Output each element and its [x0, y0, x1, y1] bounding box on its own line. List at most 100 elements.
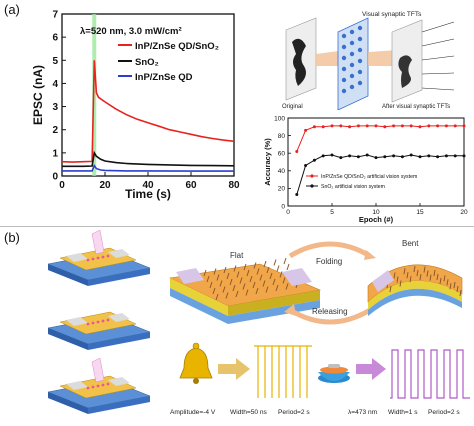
- acc-xtick-label: 10: [372, 209, 380, 216]
- acc-point: [427, 154, 431, 158]
- acc-point: [312, 125, 316, 129]
- nanorod: [246, 269, 250, 277]
- nanorod: [436, 273, 439, 280]
- nanorod: [223, 266, 227, 274]
- bell-amplitude: Amplitude=-4 V: [170, 409, 216, 416]
- epsc-plot-frame: [61, 13, 235, 177]
- nanorod: [216, 274, 220, 281]
- nanorod: [393, 272, 396, 279]
- nanorod: [265, 286, 269, 293]
- acc-point: [427, 124, 431, 128]
- acc-point: [304, 128, 308, 132]
- panel-b-illustration: Flat Folding Releasing Bent Amplitude=-4…: [47, 229, 470, 416]
- acc-point: [356, 155, 360, 159]
- nanorod: [212, 287, 216, 295]
- epsc-xtick-label: 40: [142, 180, 154, 191]
- acc-point: [374, 124, 378, 128]
- tft-pixel: [341, 44, 347, 50]
- tft-pixel: [349, 73, 355, 79]
- acc-point: [374, 156, 378, 160]
- bell-arrow: [218, 358, 250, 380]
- nanorod: [449, 283, 452, 290]
- epsc-ytick-label: 1: [52, 148, 58, 159]
- nanorod: [229, 278, 233, 286]
- nanorod: [243, 263, 247, 271]
- folding-arrowhead: [364, 250, 376, 260]
- epsc-xtick-label: 0: [59, 180, 65, 191]
- nanorod: [259, 274, 263, 281]
- nanorod: [222, 286, 226, 293]
- bell-icon: [179, 342, 213, 384]
- food-period: Period=2 s: [428, 409, 460, 416]
- epsc-xlabel: Time (s): [125, 187, 171, 201]
- flat-label: Flat: [230, 251, 244, 260]
- bent-label: Bent: [402, 239, 419, 248]
- acc-point: [453, 154, 457, 158]
- device-stack-2: [47, 357, 151, 414]
- accuracy-plot-frame: [287, 117, 465, 207]
- epsc-ytick-label: 0: [52, 172, 58, 183]
- acc-point: [295, 149, 299, 153]
- epsc-ytick-label: 4: [52, 79, 58, 90]
- nanorod: [275, 284, 279, 292]
- acc-point: [383, 125, 387, 129]
- nanorod: [203, 269, 207, 277]
- food-lambda: λ=473 nm: [348, 409, 378, 416]
- nanorod: [443, 275, 446, 282]
- nanorod: [235, 290, 239, 298]
- nanorod: [215, 293, 219, 301]
- nanorod: [239, 277, 243, 284]
- acc-point: [321, 125, 325, 129]
- nanorod: [282, 277, 286, 284]
- food-pulse-train: [390, 349, 470, 399]
- output-arrow: [421, 72, 455, 75]
- tft-pixel: [349, 51, 355, 57]
- nanorod: [233, 265, 237, 272]
- epsc-series-2: [62, 163, 234, 172]
- accuracy-ylabel: Accuracy (%): [263, 138, 272, 186]
- acc-point: [365, 124, 369, 128]
- flat-device: [169, 257, 322, 324]
- acc-point: [462, 154, 466, 158]
- nanorod: [406, 272, 409, 279]
- nanorod: [396, 276, 399, 283]
- epsc-xtick-label: 20: [99, 180, 111, 191]
- acc-legend-marker-black: [310, 184, 314, 188]
- nanorod: [389, 285, 392, 293]
- nanorod: [266, 266, 270, 274]
- releasing-arrow: [288, 307, 372, 325]
- original-digit-shape: [292, 38, 306, 86]
- tft-pixel: [341, 55, 347, 61]
- legend-label-qd: InP/ZnSe QD: [135, 72, 193, 83]
- output-digit-shape: [398, 55, 412, 88]
- food-width: Width=1 s: [388, 409, 418, 416]
- output-arrow: [421, 55, 455, 61]
- nanorod: [232, 284, 236, 292]
- epsc-ytick-label: 7: [52, 10, 58, 21]
- output-arrow: [421, 87, 455, 91]
- acc-point: [400, 155, 404, 159]
- epsc-series-0: [61, 60, 235, 163]
- nanorod: [242, 283, 246, 290]
- bell-width: Width=50 ns: [230, 409, 268, 416]
- tft-pixel: [357, 80, 363, 86]
- epsc-ytick-label: 2: [52, 125, 58, 136]
- nanorod: [236, 271, 240, 278]
- tft-pixel: [357, 36, 363, 42]
- folding-label: Folding: [316, 257, 342, 266]
- acc-point: [418, 155, 422, 159]
- food-arrow: [356, 358, 386, 380]
- folding-arrow: [288, 241, 372, 259]
- accuracy-xlabel: Epoch (#): [359, 215, 394, 224]
- acc-point: [365, 153, 369, 157]
- tft-pixel: [357, 58, 363, 64]
- nanorod: [285, 283, 289, 290]
- nanorod: [453, 281, 456, 289]
- acc-legend-marker-red: [310, 174, 314, 178]
- nanorod: [416, 269, 419, 277]
- acc-point: [436, 124, 440, 128]
- nanorod: [283, 257, 287, 265]
- nanorod: [226, 272, 230, 280]
- vision-schematic: Visual synaptic TFTs Original After visu…: [282, 11, 455, 110]
- acc-point: [304, 164, 308, 168]
